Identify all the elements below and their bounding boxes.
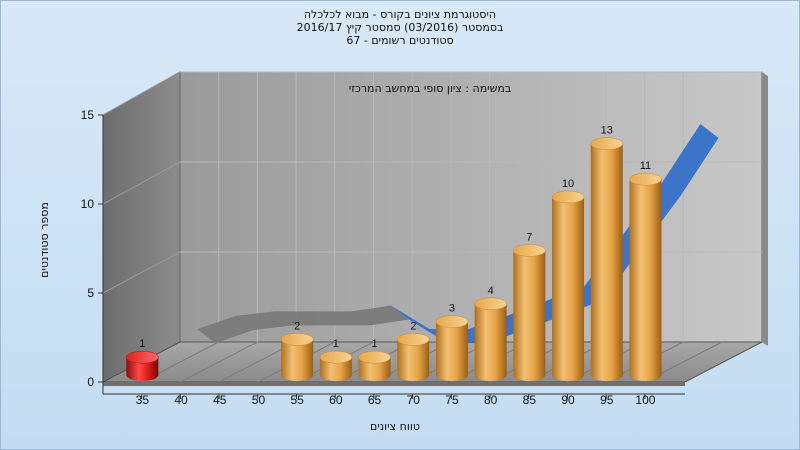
bar: 3 xyxy=(435,303,469,381)
bar-body xyxy=(513,250,546,381)
bar-top xyxy=(435,315,469,328)
floor-front-edge xyxy=(103,382,685,386)
grid-line-floor xyxy=(180,341,258,383)
bar: 2 xyxy=(397,320,430,381)
bar-body xyxy=(126,357,159,381)
right-bevel xyxy=(762,72,768,346)
side-wall xyxy=(102,71,181,383)
bar-value-label: 13 xyxy=(601,125,613,137)
bar-value-label: 11 xyxy=(640,160,651,172)
bar-value-label: 7 xyxy=(526,231,532,243)
bar-top xyxy=(629,172,662,186)
bar: 2 xyxy=(280,320,314,381)
x-axis-title: טווח ציונים xyxy=(370,420,420,433)
bar-value-label: 1 xyxy=(371,338,377,350)
x-tick-label: 60 xyxy=(329,393,343,407)
bar: 4 xyxy=(474,285,507,381)
x-tick-label: 100 xyxy=(635,393,655,407)
x-tick-label: 95 xyxy=(600,393,614,407)
x-tick-label: 45 xyxy=(213,393,227,407)
bar-body xyxy=(397,339,430,381)
bar-value-label: 2 xyxy=(410,320,416,332)
y-tick-label: 5 xyxy=(87,286,94,300)
bar-value-label: 4 xyxy=(488,285,494,297)
bar-value-label: 3 xyxy=(449,303,455,315)
x-tick-label: 65 xyxy=(368,393,382,407)
x-tick-label: 50 xyxy=(252,393,266,407)
bar: 7 xyxy=(513,231,546,381)
bar: 10 xyxy=(551,178,585,381)
title-line-3: סטודנטים רשומים - 67 xyxy=(346,34,454,47)
bar-top xyxy=(358,350,391,364)
y-axis-title: מספר סטודנטים xyxy=(38,202,51,278)
bar-top xyxy=(474,297,507,311)
bar-body xyxy=(474,303,507,381)
back-wall xyxy=(179,71,763,343)
bar-top xyxy=(126,350,159,364)
grid-line-side xyxy=(102,161,181,205)
bar: 1 xyxy=(319,338,353,381)
y-tick-label: 10 xyxy=(81,197,95,211)
y-tick-label: 0 xyxy=(87,375,94,389)
chart-annotation: במשימה : ציון סופי במחשב המרכזי xyxy=(349,82,512,95)
bar-top xyxy=(513,244,546,257)
bar-value-label: 1 xyxy=(139,338,145,350)
title-line-1: היסטוגרמת ציונים בקורס - מבוא לכלכלה xyxy=(303,8,497,21)
x-tick-label: 55 xyxy=(290,393,304,407)
chart-title: היסטוגרמת ציונים בקורס - מבוא לכלכלה בסמ… xyxy=(0,8,800,47)
x-tick-label: 35 xyxy=(136,393,150,407)
bar-top xyxy=(397,333,430,346)
bar-value-label: 10 xyxy=(562,178,574,190)
bar: 1 xyxy=(126,338,159,381)
bar-top xyxy=(590,137,623,150)
bar-body xyxy=(590,143,623,381)
bar-body xyxy=(435,321,468,381)
bar-body xyxy=(358,357,391,381)
bar: 1 xyxy=(358,338,391,381)
bar-value-label: 2 xyxy=(294,320,300,332)
bar-top xyxy=(280,333,314,346)
x-tick-label: 80 xyxy=(484,393,498,407)
floor xyxy=(102,341,763,383)
bar-top xyxy=(551,190,585,204)
x-tick-label: 75 xyxy=(445,393,459,407)
title-line-2: בסמסטר (03/2016) סמסטר קיץ 2016/17 xyxy=(296,21,504,34)
bar: 11 xyxy=(629,160,662,381)
y-tick-label: 15 xyxy=(81,108,95,122)
axes: 0 5 10 15 35 40 45 50 55 60 65 70 75 80 85 90 95 100 xyxy=(81,108,685,407)
x-tick-label: 40 xyxy=(174,393,188,407)
x-tick-label: 70 xyxy=(407,393,421,407)
x-tick-label: 85 xyxy=(523,393,537,407)
bar-body xyxy=(629,179,662,381)
bar-body xyxy=(319,357,352,381)
bar-body xyxy=(552,197,585,381)
bar-top xyxy=(319,350,353,364)
trend-segment xyxy=(197,305,409,344)
grid-line-side xyxy=(102,251,181,294)
bar: 13 xyxy=(590,125,623,381)
grid-line-side xyxy=(102,71,181,116)
bar-value-label: 1 xyxy=(333,338,339,350)
x-tick-label: 90 xyxy=(561,393,575,407)
bar-body xyxy=(281,339,314,381)
